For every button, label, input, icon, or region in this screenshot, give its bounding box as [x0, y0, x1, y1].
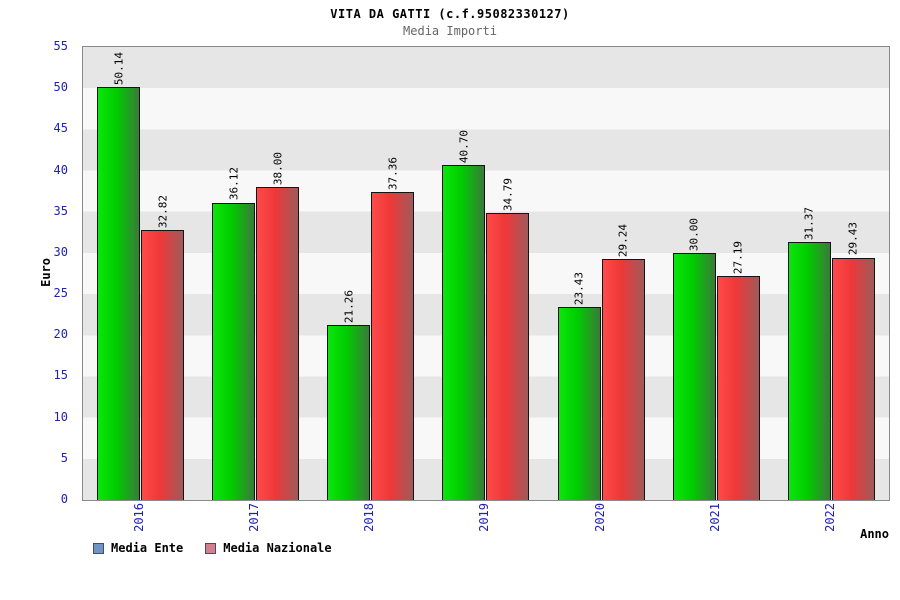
- bar-value-label: 32.82: [156, 194, 170, 228]
- x-tick-label: 2018: [362, 503, 377, 532]
- bar-value-label: 29.24: [616, 224, 630, 258]
- y-tick-label: 0: [60, 492, 68, 506]
- legend-item-media-ente: Media Ente: [93, 541, 183, 555]
- bar-value-label: 38.00: [271, 151, 285, 186]
- x-tick-label: 2017: [247, 503, 262, 532]
- bar-value-label: 23.43: [572, 271, 586, 306]
- bar-value-label: 21.26: [342, 289, 356, 323]
- legend-swatch: [93, 542, 104, 554]
- bar-group-2019: 40.70 34.79: [428, 47, 543, 500]
- bar-media-nazionale: 27.19: [716, 241, 760, 500]
- legend: Media Ente Media Nazionale: [93, 541, 332, 555]
- bar-group-2021: 30.00 27.19: [659, 47, 774, 500]
- bar-value-label: 29.43: [846, 222, 860, 256]
- x-tick-slot: 2019: [427, 503, 542, 549]
- legend-item-media-nazionale: Media Nazionale: [205, 541, 332, 555]
- bar-group-2017: 36.12 38.00: [198, 47, 313, 500]
- bar-group-2018: 21.26 37.36: [313, 47, 428, 500]
- bar-value-label: 34.79: [501, 178, 515, 212]
- y-tick-label: 30: [53, 244, 68, 259]
- y-tick-label: 5: [60, 450, 68, 465]
- x-tick-label: 2020: [592, 503, 607, 532]
- y-tick-label: 40: [53, 162, 68, 177]
- bar-value-label: 31.37: [802, 206, 816, 240]
- y-tick-label: 55: [53, 39, 68, 53]
- bar-value-label: 40.70: [457, 129, 471, 163]
- bar-value-label: 27.19: [731, 240, 745, 275]
- x-tick-slot: 2021: [658, 503, 773, 549]
- x-axis-title: Anno: [860, 527, 889, 541]
- bar-media-ente: 23.43: [557, 272, 601, 500]
- bar-media-nazionale: 34.79: [486, 178, 530, 500]
- x-tick-slot: 2020: [543, 503, 658, 549]
- x-tick-label: 2019: [477, 503, 492, 532]
- bar-media-nazionale: 37.36: [371, 157, 415, 500]
- bar-media-ente: 36.12: [212, 167, 256, 500]
- y-tick-label: 15: [53, 368, 68, 383]
- x-tick-label: 2021: [707, 503, 722, 532]
- y-tick-label: 20: [53, 327, 68, 342]
- x-tick-label: 2022: [822, 503, 837, 532]
- bar-media-nazionale: 29.43: [831, 222, 875, 500]
- x-tick-slot: 2022: [773, 503, 888, 549]
- y-tick-label: 50: [53, 80, 68, 95]
- legend-swatch: [205, 542, 217, 554]
- bar-media-ente: 30.00: [672, 218, 716, 500]
- bar-group-2022: 31.37 29.43: [774, 47, 889, 500]
- chart-subtitle: Media Importi: [403, 24, 497, 38]
- bar-group-2016: 50.14 32.82: [83, 47, 198, 500]
- x-tick-label: 2016: [132, 503, 147, 532]
- y-tick-label: 10: [53, 409, 68, 424]
- legend-label: Media Nazionale: [223, 541, 332, 555]
- bar-media-nazionale: 29.24: [601, 224, 645, 500]
- bar-media-ente: 31.37: [787, 207, 831, 500]
- bar-media-ente: 50.14: [97, 52, 141, 500]
- legend-label: Media Ente: [111, 541, 184, 555]
- bar-value-label: 50.14: [112, 51, 126, 86]
- bar-value-label: 37.36: [386, 157, 400, 191]
- y-tick-label: 25: [53, 286, 68, 301]
- bar-value-label: 30.00: [687, 217, 701, 251]
- y-tick-label: 45: [53, 121, 68, 136]
- plot-area: 50.14 32.82 36.12 38.00 21.26 37.36 40.70 34.79…: [82, 46, 890, 501]
- bar-media-ente: 21.26: [327, 290, 371, 500]
- chart-title: VITA DA GATTI (c.f.95082330127): [330, 7, 570, 21]
- bar-media-nazionale: 38.00: [256, 152, 300, 500]
- y-axis-ticks: 0 5 10 15 20 25 30 35 40 45 50 55: [0, 39, 74, 506]
- bar-media-ente: 40.70: [442, 130, 486, 500]
- bar-group-2020: 23.43 29.24: [544, 47, 659, 500]
- y-tick-label: 35: [53, 203, 68, 218]
- bar-value-label: 36.12: [227, 167, 241, 201]
- bar-media-nazionale: 32.82: [141, 195, 185, 500]
